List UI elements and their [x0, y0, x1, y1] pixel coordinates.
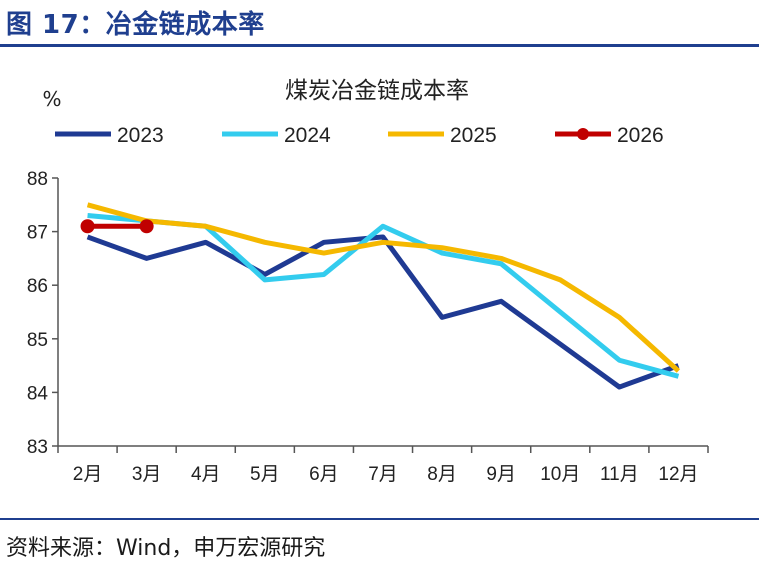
y-tick-label: 87	[27, 223, 48, 244]
series-line-2023	[86, 234, 680, 390]
series-point-2026	[139, 219, 154, 234]
legend-label-2023: 2023	[117, 124, 164, 147]
legend-label-2025: 2025	[450, 124, 497, 147]
series-point-2026	[80, 219, 95, 234]
x-tick-label: 10月	[540, 464, 580, 485]
axes: 83 84 85 86 87 88 2月 3月 4月 5月 6月 7月 8月 9月 10月 11月 12月	[27, 169, 709, 485]
x-tick-label: 8月	[427, 464, 457, 485]
legend-marker-2026	[577, 128, 589, 140]
figure-title: 图 17：冶金链成本率	[6, 10, 265, 40]
chart-title: 煤炭冶金链成本率	[285, 78, 469, 104]
y-tick-label: 85	[27, 330, 48, 351]
x-tick-label: 4月	[191, 464, 221, 485]
footer-divider	[0, 518, 759, 520]
line-chart: 煤炭冶金链成本率 % 2023 2024 2025 2026 83 84 85 86 87 88…	[27, 78, 709, 485]
legend-label-2026: 2026	[617, 124, 664, 147]
title-divider	[0, 44, 759, 47]
legend-label-2024: 2024	[284, 124, 331, 147]
source-note: 资料来源：Wind，申万宏源研究	[6, 536, 326, 561]
y-axis-unit: %	[42, 87, 61, 111]
y-tick-label: 84	[27, 383, 49, 404]
y-tick-label: 83	[27, 437, 48, 458]
series-line-2025	[86, 202, 681, 373]
legend: 2023 2024 2025 2026	[55, 124, 664, 147]
y-tick-label: 88	[27, 169, 48, 190]
x-tick-label: 6月	[309, 464, 339, 485]
series-group	[80, 202, 681, 390]
x-tick-label: 5月	[250, 464, 280, 485]
x-tick-label: 9月	[486, 464, 516, 485]
y-tick-label: 86	[27, 276, 48, 297]
x-tick-label: 11月	[600, 464, 639, 485]
x-tick-label: 3月	[132, 464, 162, 485]
x-tick-label: 12月	[658, 464, 698, 485]
x-tick-label: 7月	[368, 464, 398, 485]
x-tick-label: 2月	[73, 464, 103, 485]
